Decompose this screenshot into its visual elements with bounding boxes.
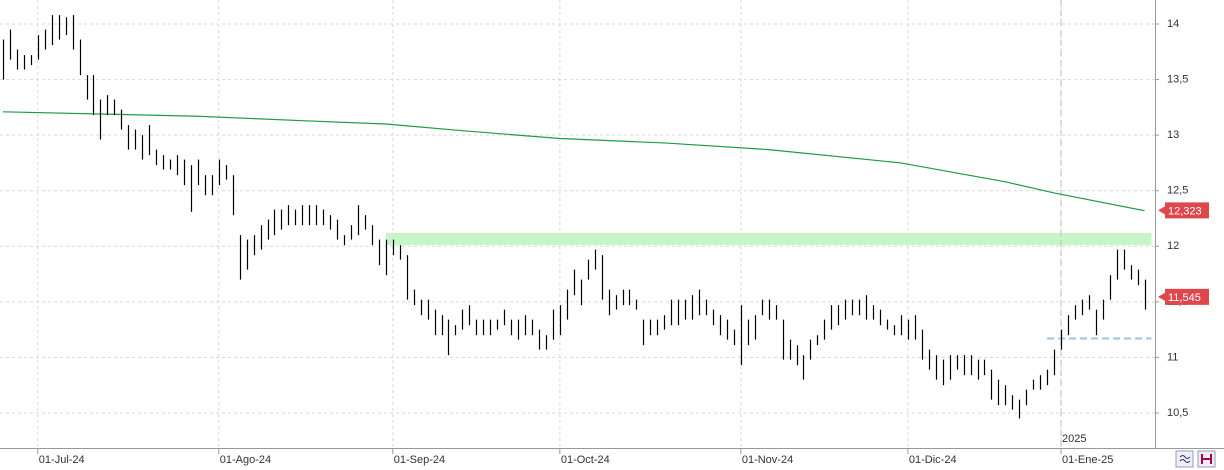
year-label: 2025 xyxy=(1062,433,1086,445)
price-tag-label: 12,323 xyxy=(1168,205,1202,217)
y-tick-label: 14 xyxy=(1167,18,1179,30)
price-tag-arrow xyxy=(1158,292,1165,301)
y-tick-label: 13 xyxy=(1167,129,1179,141)
x-tick-label: 01-Jul-24 xyxy=(39,454,85,466)
plot: 2025 xyxy=(0,0,1155,448)
moving-average xyxy=(2,111,1145,212)
zoom-button[interactable] xyxy=(1175,450,1194,468)
y-tick-label: 12,5 xyxy=(1167,185,1188,197)
price-tag-arrow xyxy=(1158,206,1165,215)
resistance-zone xyxy=(385,232,1152,246)
x-tick-label: 01-Dic-24 xyxy=(909,454,957,466)
y-tick-label: 12 xyxy=(1167,240,1179,252)
x-tick-label: 01-Ene-25 xyxy=(1062,454,1113,466)
y-tick-label: 11 xyxy=(1167,351,1178,363)
x-tick-label: 01-Nov-24 xyxy=(742,454,793,466)
x-tick-label: 01-Oct-24 xyxy=(561,454,610,466)
h-icon xyxy=(1201,454,1212,464)
y-tick-label: 13,5 xyxy=(1167,73,1188,85)
price-tag xyxy=(1165,202,1209,219)
zoom-icon xyxy=(1179,455,1191,463)
price-tag-label: 11,545 xyxy=(1168,292,1201,304)
x-tick-label: 01-Sep-24 xyxy=(394,454,445,466)
y-tick-label: 10,5 xyxy=(1167,407,1188,419)
price-tag xyxy=(1165,288,1209,305)
toolbar xyxy=(1175,450,1216,468)
x-tick-label: 01-Ago-24 xyxy=(220,454,271,466)
